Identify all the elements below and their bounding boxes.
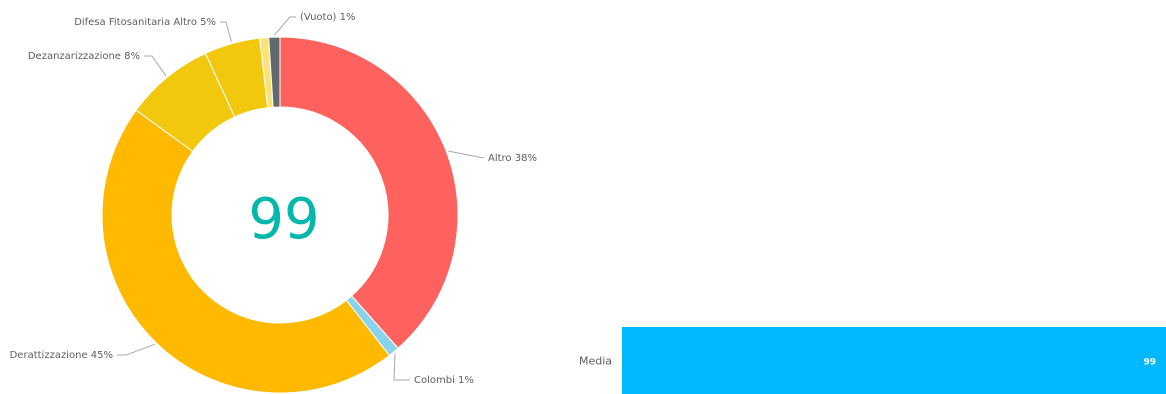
- donut-chart: [101, 36, 459, 394]
- slice-label: Altro 38%: [488, 153, 537, 164]
- bar-data-label: 99: [1143, 358, 1156, 368]
- leader-line: [448, 150, 485, 159]
- slice-label: Colombi 1%: [414, 375, 474, 386]
- bar-chart: Media 99: [579, 327, 1166, 394]
- donut-center-value: 99: [248, 187, 319, 252]
- leader-line: [393, 353, 410, 381]
- donut-labels: Altro 38% Colombi 1% Derattizzazione 45% De…: [10, 12, 537, 386]
- bar[interactable]: [622, 327, 1166, 394]
- leader-line: [273, 16, 296, 36]
- slice-label: Derattizzazione 45%: [10, 350, 113, 361]
- donut-slice[interactable]: [101, 109, 391, 394]
- bar-category-label: Media: [579, 355, 612, 368]
- leader-line: [220, 21, 232, 42]
- donut-slice[interactable]: [279, 36, 459, 349]
- donut-slice[interactable]: [268, 36, 281, 108]
- leader-line: [144, 55, 167, 77]
- slice-label: Dezanzarizzazione 8%: [28, 51, 140, 62]
- slice-label: Difesa Fitosanitaria Altro 5%: [74, 17, 216, 28]
- leader-line: [117, 343, 155, 356]
- slice-label: (Vuoto) 1%: [300, 12, 356, 23]
